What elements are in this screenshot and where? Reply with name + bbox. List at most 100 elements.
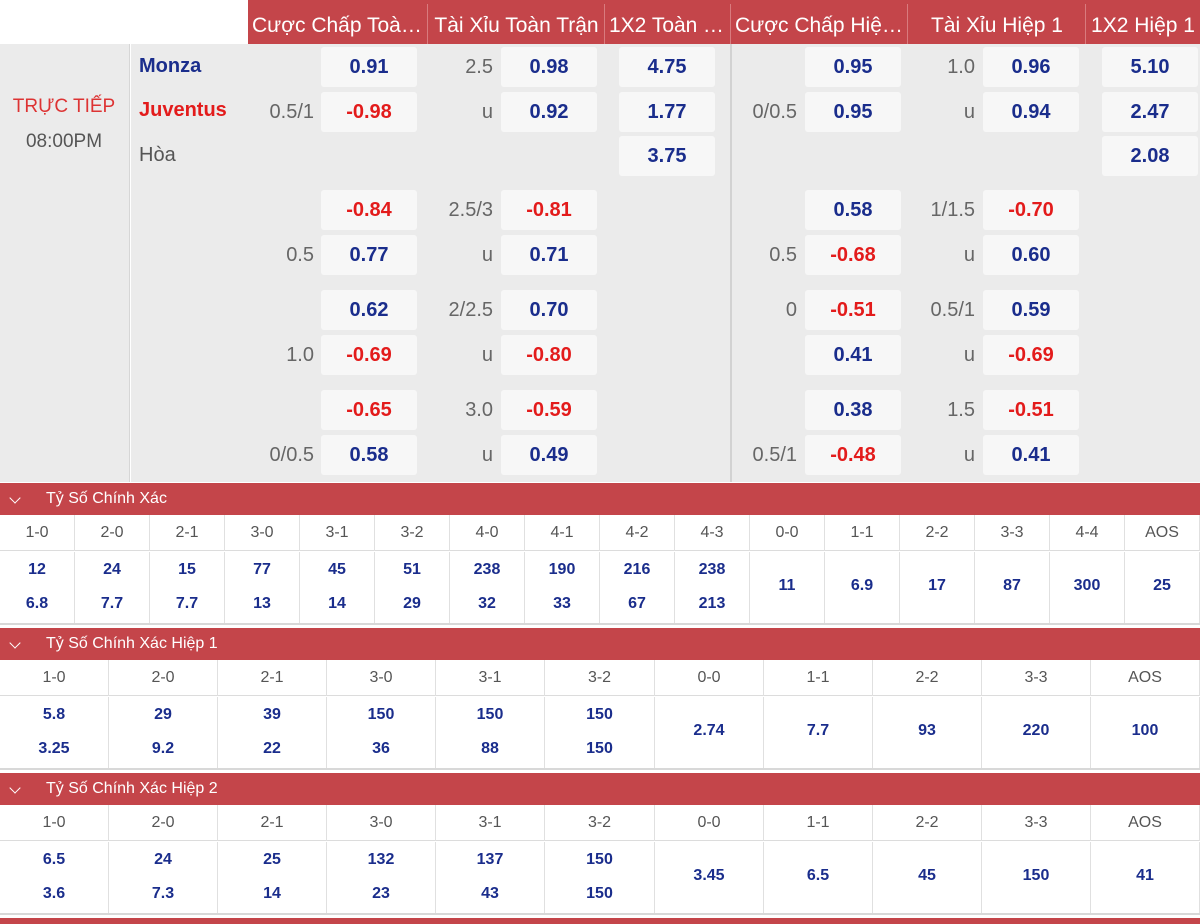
score-odds[interactable]: 300 [1073,577,1101,594]
chevron-down-icon[interactable] [9,492,21,504]
score-odds-cell[interactable]: 41 [1091,842,1200,913]
score-odds-cell[interactable]: 15 7.7 [150,552,225,623]
score-odds-away[interactable]: 7.7 [175,595,199,612]
score-odds-home[interactable]: 137 [476,851,504,868]
score-odds-cell[interactable]: 39 22 [218,697,327,768]
score-odds-home[interactable]: 15 [178,561,196,578]
away-team-name[interactable]: Juventus [139,99,227,121]
h1-handicap-home-odds[interactable]: 0.58 [805,190,901,230]
score-odds-home[interactable]: 216 [623,561,651,578]
score-odds-cell[interactable]: 29 9.2 [109,697,218,768]
ft-ou-under-odds[interactable]: 0.71 [501,235,597,275]
score-odds-home[interactable]: 24 [103,561,121,578]
score-odds-home[interactable]: 51 [403,561,421,578]
score-odds[interactable]: 3.45 [693,867,725,884]
score-odds-cell[interactable]: 150 36 [327,697,436,768]
score-odds-cell[interactable]: 25 [1125,552,1200,623]
score-odds[interactable]: 6.9 [850,577,874,594]
score-odds-away[interactable]: 150 [586,740,613,757]
score-odds[interactable]: 7.7 [806,722,830,739]
ft-handicap-away-odds[interactable]: -0.69 [321,335,417,375]
score-odds-cell[interactable]: 5.8 3.25 [0,697,109,768]
score-odds-away[interactable]: 6.8 [25,595,49,612]
score-odds-cell[interactable]: 6.5 3.6 [0,842,109,913]
score-odds-home[interactable]: 5.8 [42,706,66,723]
score-odds-away[interactable]: 29 [403,595,421,612]
score-odds-home[interactable]: 6.5 [42,851,66,868]
score-odds-away[interactable]: 7.3 [151,885,175,902]
score-odds-cell[interactable]: 216 67 [600,552,675,623]
score-odds-home[interactable]: 29 [154,706,172,723]
score-odds-away[interactable]: 13 [253,595,271,612]
score-odds-cell[interactable]: 132 23 [327,842,436,913]
score-odds[interactable]: 41 [1136,867,1154,884]
ft-1x2-away-odds[interactable]: 1.77 [619,92,715,132]
score-odds-cell[interactable]: 3.45 [655,842,764,913]
score-odds-home[interactable]: 190 [548,561,576,578]
score-odds-away[interactable]: 9.2 [151,740,175,757]
h1-ou-under-odds[interactable]: 0.60 [983,235,1079,275]
score-odds-home[interactable]: 238 [473,561,501,578]
score-odds-cell[interactable]: 25 14 [218,842,327,913]
score-odds-cell[interactable]: 93 [873,697,982,768]
score-odds-cell[interactable]: 7.7 [764,697,873,768]
score-odds-cell[interactable]: 100 [1091,697,1200,768]
score-odds-cell[interactable]: 2.74 [655,697,764,768]
score-odds-cell[interactable]: 11 [750,552,825,623]
home-team-name[interactable]: Monza [139,55,202,77]
ft-1x2-draw-odds[interactable]: 3.75 [619,136,715,176]
score-odds[interactable]: 25 [1153,577,1171,594]
ft-handicap-away-odds[interactable]: 0.77 [321,235,417,275]
h1-handicap-home-odds[interactable]: 0.95 [805,47,901,87]
score-odds[interactable]: 100 [1131,722,1159,739]
score-odds-away[interactable]: 88 [481,740,499,757]
score-odds-away[interactable]: 36 [372,740,390,757]
ft-ou-over-odds[interactable]: -0.81 [501,190,597,230]
ft-handicap-home-odds[interactable]: -0.84 [321,190,417,230]
score-odds[interactable]: 93 [918,722,936,739]
ft-handicap-home-odds[interactable]: -0.65 [321,390,417,430]
score-odds[interactable]: 87 [1003,577,1021,594]
ft-handicap-away-odds[interactable]: 0.58 [321,435,417,475]
h1-ou-under-odds[interactable]: -0.69 [983,335,1079,375]
score-odds-cell[interactable]: 150 88 [436,697,545,768]
score-odds-away[interactable]: 23 [372,885,390,902]
h1-ou-over-odds[interactable]: 0.96 [983,47,1079,87]
h1-ou-under-odds[interactable]: 0.41 [983,435,1079,475]
score-odds-home[interactable]: 150 [476,706,504,723]
chevron-down-icon[interactable] [9,637,21,649]
ft-ou-over-odds[interactable]: -0.59 [501,390,597,430]
h1-handicap-home-odds[interactable]: 0.38 [805,390,901,430]
h1-ou-over-odds[interactable]: -0.70 [983,190,1079,230]
h1-handicap-away-odds[interactable]: -0.48 [805,435,901,475]
h1-1x2-home-odds[interactable]: 5.10 [1102,47,1198,87]
score-odds-home[interactable]: 77 [253,561,271,578]
score-odds[interactable]: 11 [778,577,796,594]
score-odds-cell[interactable]: 45 [873,842,982,913]
score-odds-away[interactable]: 43 [481,885,499,902]
score-odds-home[interactable]: 132 [367,851,395,868]
h1-handicap-away-odds[interactable]: -0.68 [805,235,901,275]
score-odds-home[interactable]: 12 [28,561,46,578]
score-odds-cell[interactable]: 45 14 [300,552,375,623]
section-header[interactable]: Tỷ Số Chính Xác Hiệp 1 [0,628,1200,660]
score-odds[interactable]: 6.5 [806,867,830,884]
score-odds[interactable]: 2.74 [693,722,725,739]
score-odds[interactable]: 220 [1022,722,1050,739]
h1-ou-under-odds[interactable]: 0.94 [983,92,1079,132]
score-odds-cell[interactable]: 77 13 [225,552,300,623]
score-odds-cell[interactable]: 87 [975,552,1050,623]
score-odds-home[interactable]: 150 [586,706,613,723]
score-odds[interactable]: 150 [1022,867,1050,884]
section-header[interactable]: Tỷ Số Chính Xác [0,483,1200,515]
score-odds-away[interactable]: 32 [478,595,496,612]
ft-ou-under-odds[interactable]: 0.92 [501,92,597,132]
score-odds-cell[interactable]: 17 [900,552,975,623]
h1-1x2-draw-odds[interactable]: 2.08 [1102,136,1198,176]
h1-ou-over-odds[interactable]: 0.59 [983,290,1079,330]
score-odds-cell[interactable]: 12 6.8 [0,552,75,623]
score-odds-away[interactable]: 3.6 [42,885,66,902]
score-odds-away[interactable]: 150 [586,885,613,902]
ft-handicap-home-odds[interactable]: 0.62 [321,290,417,330]
score-odds-home[interactable]: 45 [328,561,346,578]
